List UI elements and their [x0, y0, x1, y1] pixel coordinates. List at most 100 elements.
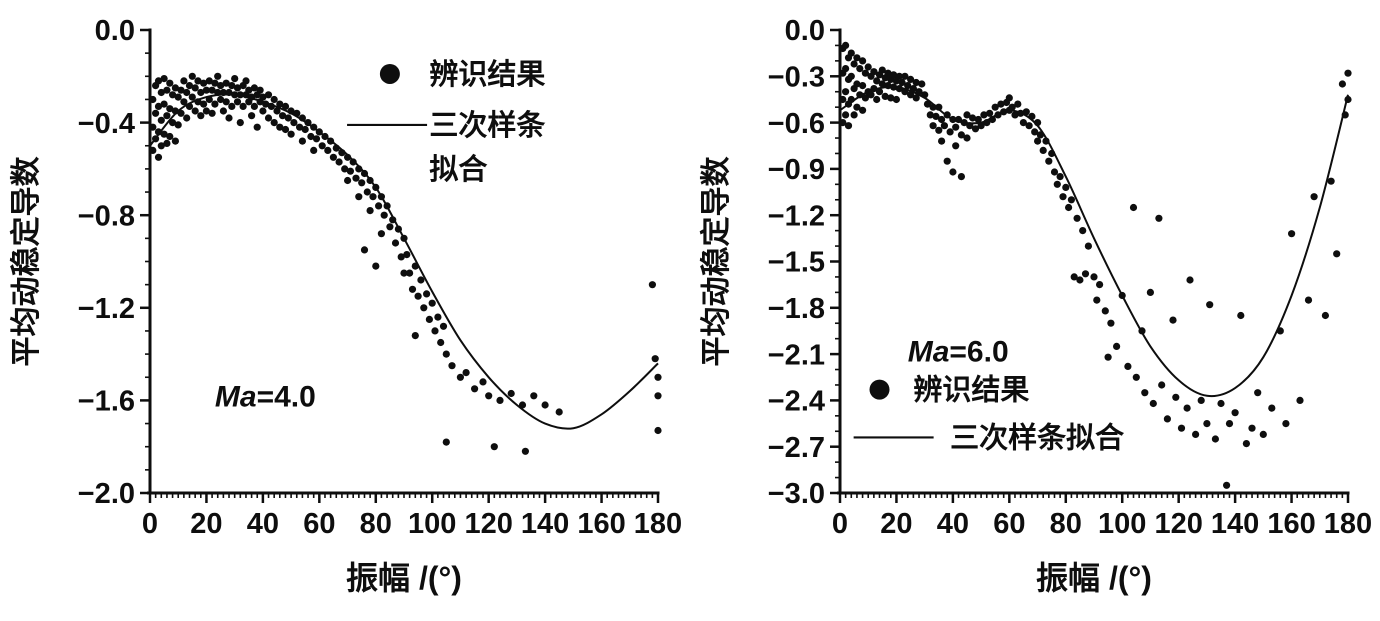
scatter-point: [1065, 203, 1073, 212]
scatter-point: [926, 111, 934, 119]
scatter-point: [1282, 420, 1290, 428]
scatter-point: [1211, 435, 1219, 443]
chart-panel-ma4: 0 20 40 60 80 100 120 140 160 180 0.0 −0.4 −0.8 −1.2 −…: [9, 15, 682, 596]
scatter-point: [149, 146, 157, 154]
scatter-point: [1231, 409, 1239, 417]
scatter-point: [200, 100, 208, 108]
scatter-point: [391, 239, 400, 247]
scatter-point: [307, 132, 315, 141]
scatter-point: [177, 86, 185, 94]
scatter-point: [366, 207, 374, 215]
scatter-point: [183, 114, 191, 122]
y-tick-label: 0.0: [785, 15, 825, 47]
scatter-point: [222, 79, 230, 87]
scatter-point: [892, 95, 900, 104]
y-tick-label: −0.6: [768, 108, 825, 140]
scatter-point: [521, 447, 530, 455]
scatter-point: [166, 79, 174, 87]
scatter-point: [1203, 420, 1211, 428]
scatter-point: [298, 137, 306, 145]
scatter-point: [1096, 281, 1104, 289]
scatter-point: [406, 269, 414, 277]
tick-labels: 0 20 40 60 80 100 120 140 160 180 0.0 −0.3 −0.6 −0.9 −…: [768, 15, 1372, 540]
scatter-point: [1059, 193, 1067, 201]
legend-label: 辨识结果: [913, 374, 1029, 407]
scatter-point: [279, 112, 287, 120]
x-tick-label: 160: [1267, 508, 1315, 540]
scatter-point: [363, 188, 371, 196]
scatter-point: [242, 77, 250, 85]
scatter-point: [842, 111, 850, 119]
chart-ma6-svg: 0 20 40 60 80 100 120 140 160 180 0.0 −0.3 −0.6 −0.9 −…: [699, 15, 1372, 596]
x-tick-label: 0: [832, 508, 848, 540]
scatter-point: [341, 165, 349, 173]
scatter-point: [479, 378, 487, 386]
scatter-point: [403, 251, 411, 259]
scatter-point: [1053, 180, 1061, 188]
scatter-point: [974, 115, 982, 124]
scatter-point: [496, 396, 504, 404]
scatter-point: [1296, 396, 1304, 404]
scatter-point: [290, 119, 298, 127]
scatter-point: [1338, 80, 1346, 88]
scatter-point: [276, 100, 284, 108]
x-tick-label: 140: [1211, 508, 1259, 540]
scatter-point: [154, 102, 163, 110]
scatter-point: [219, 107, 227, 115]
scatter-point: [1310, 193, 1318, 201]
scatter-point: [1248, 424, 1256, 432]
scatter-point: [437, 338, 445, 347]
scatter-point: [1113, 342, 1121, 350]
scatter-point: [853, 80, 861, 88]
scatter-point: [890, 71, 898, 79]
y-tick-label: −1.2: [78, 293, 135, 325]
scatter-point: [907, 91, 915, 99]
scatter-point: [281, 125, 290, 134]
scatter-point: [912, 94, 920, 102]
scatter-point: [963, 134, 971, 142]
scatter-point: [904, 82, 912, 90]
y-axis-label: 平均动稳定导数: [9, 156, 43, 367]
scatter-point: [417, 276, 425, 284]
scatter-point: [375, 202, 383, 210]
y-tick-label: −2.1: [768, 339, 825, 371]
scatter-point: [1206, 301, 1214, 309]
scatter-point: [171, 137, 179, 145]
scatter-point: [358, 179, 366, 187]
scatter-point: [380, 211, 388, 219]
scatter-point: [197, 112, 205, 120]
scatter-point: [1155, 214, 1163, 222]
scatter-point: [1177, 424, 1186, 432]
scatter-point: [154, 77, 163, 85]
scatter-point: [935, 103, 943, 111]
legend-dot-marker: [379, 63, 400, 84]
scatter-point: [352, 174, 360, 182]
scatter-point: [1079, 227, 1087, 235]
scatter-point: [1045, 157, 1053, 165]
scatter-point: [154, 128, 163, 136]
y-tick-label: −3.0: [768, 478, 825, 510]
scatter-point: [873, 95, 881, 104]
y-tick-label: −0.8: [78, 200, 135, 232]
ticks: [140, 28, 660, 503]
scatter-point: [1163, 415, 1171, 423]
scatter-point: [839, 95, 847, 104]
chart-panel-ma6: 0 20 40 60 80 100 120 140 160 180 0.0 −0.3 −0.6 −0.9 −…: [690, 0, 1380, 621]
scatter-point: [301, 125, 309, 134]
scatter-point: [214, 72, 222, 80]
scatter-points: [839, 41, 1352, 489]
x-tick-label: 20: [190, 508, 222, 540]
scatter-point: [935, 126, 943, 134]
scatter-point: [1129, 203, 1138, 212]
scatter-point: [264, 114, 273, 122]
scatter-point: [281, 102, 290, 110]
legend-item-0: 辨识结果: [379, 58, 545, 91]
scatter-point: [654, 373, 662, 381]
scatter-point: [157, 142, 165, 150]
y-tick-label: −0.9: [768, 154, 825, 186]
scatter-point: [157, 116, 165, 124]
scatter-point: [166, 105, 174, 113]
scatter-point: [1141, 389, 1149, 397]
scatter-point: [1132, 373, 1140, 381]
